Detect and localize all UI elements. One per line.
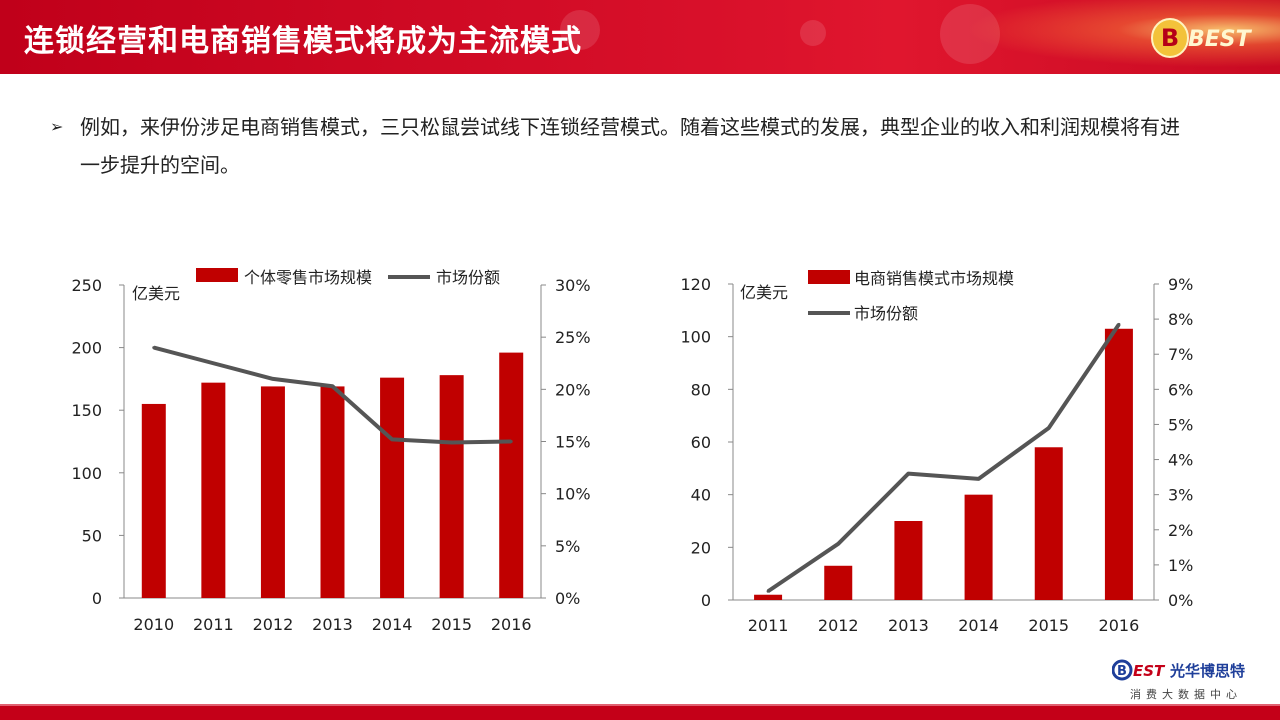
top-logo-text: BEST [1188,27,1253,52]
legend-label: 市场份额 [854,304,918,323]
bottom-logo-text: EST [1133,662,1166,680]
banner-glow [920,0,1280,74]
bottom-logo-b: B [1117,664,1127,679]
x-tick-label: 2013 [888,616,929,635]
y-tick-label: 100 [680,328,711,347]
legend-bar-swatch [808,270,850,284]
y2-tick-label: 8% [1168,310,1193,329]
bar [201,382,226,598]
y-tick-label: 60 [691,433,711,452]
bullet-arrow-icon: ➢ [50,117,64,136]
share-point [390,437,394,441]
x-tick-label: 2015 [431,615,472,634]
share-point [509,440,513,443]
x-tick-label: 2014 [372,615,413,634]
share-point [1047,426,1051,430]
x-tick-label: 2015 [1028,616,1069,635]
y-tick-label: 50 [82,526,102,545]
bar [499,352,524,598]
slide-title: 连锁经营和电商销售模式将成为主流模式 [24,24,582,59]
x-tick-label: 2016 [1099,616,1140,635]
legend-label: 电商销售模式市场规模 [854,269,1014,288]
share-point [331,384,334,388]
share-point [766,589,770,593]
bar [894,521,923,600]
y-tick-label: 250 [71,276,102,295]
x-tick-label: 2011 [193,615,234,634]
share-point [1117,322,1121,326]
y-tick-label: 20 [691,538,711,557]
y2-tick-label: 1% [1168,556,1193,575]
x-tick-label: 2013 [312,615,353,634]
y2-tick-label: 7% [1168,345,1193,364]
y2-tick-label: 2% [1168,521,1193,540]
bar [439,375,464,598]
bar [964,494,993,600]
bar [320,386,345,598]
y-tick-label: 40 [691,486,711,505]
decor-dot [560,10,600,50]
y2-tick-label: 30% [555,276,591,295]
y2-tick-label: 5% [555,537,580,556]
y-axis-unit-label: 亿美元 [740,283,788,302]
share-point [836,542,840,546]
share-line [766,323,1121,593]
bar [824,565,853,600]
share-point [977,477,981,481]
bar [1034,447,1063,600]
x-tick-label: 2012 [253,615,294,634]
svg-text:B: B [1161,24,1179,52]
y2-tick-label: 10% [555,485,591,504]
y2-tick-label: 3% [1168,486,1193,505]
bar [260,386,285,598]
footer-bar [0,706,1280,720]
y2-tick-label: 15% [555,433,591,452]
y2-tick-label: 0% [555,589,580,608]
legend-label: 市场份额 [436,268,500,287]
y-tick-label: 120 [680,275,711,294]
legend-label: 个体零售市场规模 [244,268,372,287]
guanghua-best-logo-icon: B EST 光华博思特 消费大数据中心 [1112,659,1245,701]
best-logo-icon: B BEST [1151,18,1253,58]
y2-tick-label: 5% [1168,415,1193,434]
y-tick-label: 100 [71,464,102,483]
share-point [152,346,156,350]
y-tick-label: 200 [71,339,102,358]
share-point [906,472,910,476]
bar [754,594,783,600]
y-tick-label: 80 [691,380,711,399]
y2-tick-label: 0% [1168,591,1193,610]
bottom-logo-cn: 光华博思特 [1169,662,1245,680]
x-tick-label: 2016 [491,615,532,634]
decor-dot [800,20,826,46]
footer-line [0,704,1280,706]
y-tick-label: 150 [71,401,102,420]
y-tick-label: 0 [701,591,711,610]
bar [380,377,405,598]
bullet-paragraph: ➢ 例如，来伊份涉足电商销售模式，三只松鼠尝试线下连锁经营模式。随着这些模式的发… [50,108,1190,184]
share-point [211,361,215,365]
y2-tick-label: 4% [1168,451,1193,470]
y2-tick-label: 9% [1168,275,1193,294]
y2-tick-label: 6% [1168,380,1193,399]
x-tick-label: 2011 [748,616,789,635]
bullet-text: 例如，来伊份涉足电商销售模式，三只松鼠尝试线下连锁经营模式。随着这些模式的发展，… [80,115,1180,177]
share-point [450,441,454,445]
x-tick-label: 2010 [133,615,174,634]
x-tick-label: 2014 [958,616,999,635]
x-tick-label: 2012 [818,616,859,635]
legend-bar-swatch [196,268,238,282]
y-tick-label: 0 [92,589,102,608]
bar [1104,328,1133,600]
share-point [271,377,275,381]
bar [141,403,166,598]
title-banner: 连锁经营和电商销售模式将成为主流模式 B BEST [0,0,1280,74]
bottom-logo-sub: 消费大数据中心 [1130,687,1242,701]
y-axis-unit-label: 亿美元 [132,284,180,303]
y2-tick-label: 20% [555,380,591,399]
y2-tick-label: 25% [555,328,591,347]
